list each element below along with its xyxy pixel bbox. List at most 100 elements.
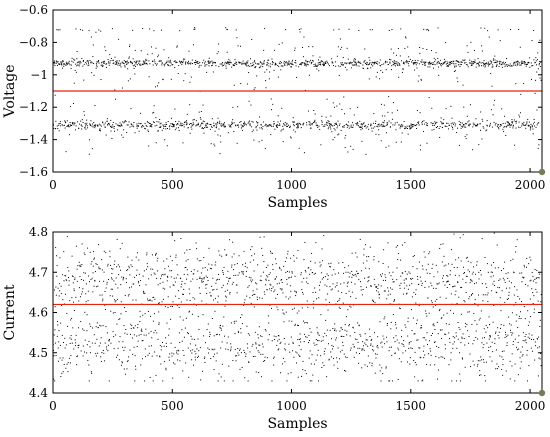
data-point <box>400 282 402 284</box>
data-point <box>488 63 490 65</box>
data-point <box>243 349 245 351</box>
data-point <box>523 124 525 126</box>
data-point <box>531 334 533 336</box>
data-point <box>206 64 208 66</box>
data-point <box>458 352 460 354</box>
data-point <box>404 127 406 129</box>
data-point <box>375 123 376 124</box>
data-point <box>284 122 286 124</box>
data-point <box>391 354 393 356</box>
data-point <box>248 71 250 73</box>
data-point <box>461 336 463 338</box>
data-point <box>179 124 181 126</box>
data-point <box>443 255 445 257</box>
data-point <box>246 61 248 63</box>
data-point <box>213 122 215 124</box>
data-point <box>368 57 370 59</box>
data-point <box>299 63 301 65</box>
data-point <box>313 110 315 112</box>
data-point <box>406 285 408 287</box>
data-point <box>494 338 496 340</box>
data-point <box>208 62 210 64</box>
data-point <box>133 283 135 285</box>
data-point <box>178 332 180 334</box>
data-point <box>350 281 352 283</box>
data-point <box>163 127 165 129</box>
data-point <box>438 357 440 359</box>
data-point <box>473 63 475 65</box>
current-x-axis-label: Samples <box>267 416 327 432</box>
data-point <box>398 124 400 126</box>
data-point <box>390 126 392 128</box>
data-point <box>163 49 165 51</box>
data-point <box>469 296 471 298</box>
data-point <box>394 299 396 301</box>
data-point <box>457 127 459 129</box>
data-point <box>165 128 167 130</box>
data-point <box>253 88 255 90</box>
data-point <box>529 280 531 282</box>
data-point <box>141 126 143 128</box>
data-point <box>530 62 532 64</box>
data-point <box>506 336 508 338</box>
data-point <box>120 269 122 271</box>
data-point <box>128 62 130 64</box>
data-point <box>437 126 439 128</box>
data-point <box>186 269 188 271</box>
data-point <box>362 288 364 290</box>
data-point <box>389 62 391 64</box>
data-point <box>169 353 171 355</box>
data-point <box>368 256 370 258</box>
data-point <box>100 361 102 363</box>
data-point <box>68 134 70 136</box>
data-point <box>493 62 495 64</box>
data-point <box>361 125 363 127</box>
data-point <box>267 62 269 64</box>
data-point <box>341 62 343 64</box>
data-point <box>453 312 454 314</box>
data-point <box>224 126 226 128</box>
data-point <box>230 126 232 128</box>
data-point <box>278 124 280 126</box>
data-point <box>248 65 250 67</box>
data-point <box>537 347 539 349</box>
data-point <box>295 62 297 64</box>
data-point <box>153 111 155 113</box>
data-point <box>400 124 402 126</box>
data-point <box>177 353 179 355</box>
data-point <box>417 278 419 280</box>
data-point <box>299 63 301 65</box>
data-point <box>522 340 524 342</box>
data-point <box>538 144 540 146</box>
data-point <box>169 61 171 63</box>
data-point <box>458 64 460 66</box>
data-point <box>303 122 305 124</box>
data-point <box>139 285 141 287</box>
data-point <box>91 62 93 64</box>
data-point <box>89 251 91 253</box>
data-point <box>525 283 527 285</box>
data-point <box>87 60 89 62</box>
data-point <box>149 28 151 30</box>
data-point <box>505 331 506 333</box>
data-point <box>151 337 153 339</box>
data-point <box>523 276 525 278</box>
data-point <box>396 245 398 247</box>
data-point <box>325 319 327 321</box>
data-point <box>180 277 182 279</box>
data-point <box>83 79 85 81</box>
data-point <box>341 109 343 111</box>
data-point <box>59 122 61 124</box>
data-point <box>294 275 296 277</box>
data-point <box>241 62 243 64</box>
data-point <box>463 124 465 126</box>
data-point <box>147 354 149 356</box>
data-point <box>158 302 160 304</box>
data-point <box>508 316 510 318</box>
data-point <box>355 63 357 65</box>
data-point <box>440 356 442 358</box>
data-point <box>377 124 379 126</box>
data-point <box>454 274 456 276</box>
data-point <box>337 120 339 122</box>
data-point <box>415 124 417 126</box>
